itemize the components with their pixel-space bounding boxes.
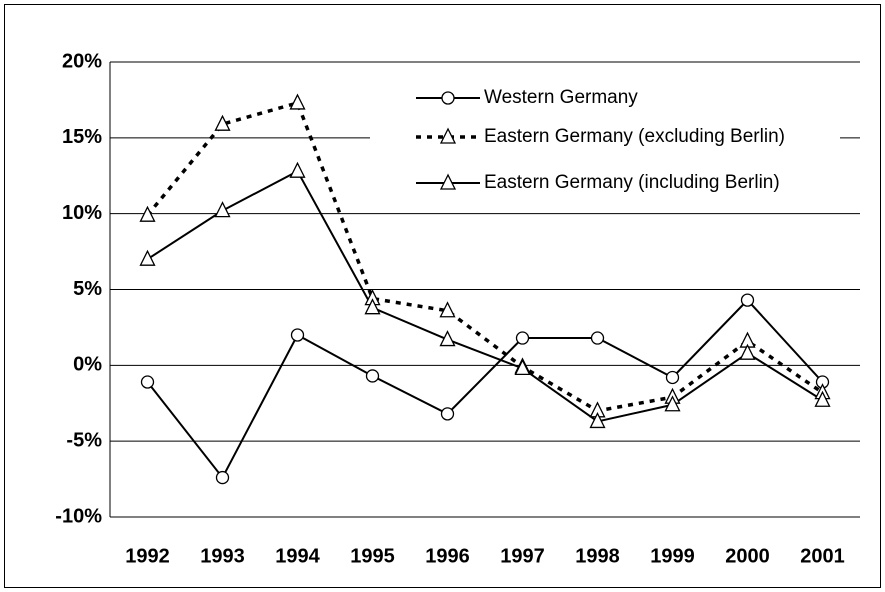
y-tick-label: 5% — [73, 278, 102, 300]
y-tick-label: 20% — [62, 50, 102, 72]
x-tick-label: 1994 — [275, 545, 320, 567]
legend-marker — [441, 91, 455, 105]
data-point — [290, 328, 305, 342]
data-point — [214, 114, 231, 131]
data-point — [590, 331, 605, 345]
series-line — [146, 169, 824, 423]
series-line — [146, 298, 824, 480]
x-tick-label: 1992 — [125, 545, 170, 567]
data-point — [514, 358, 531, 376]
data-point — [215, 470, 230, 485]
data-point — [289, 161, 306, 178]
x-tick-label: 1998 — [575, 545, 620, 567]
legend-marker — [439, 173, 457, 190]
x-tick-label: 1996 — [425, 545, 470, 567]
data-point — [440, 407, 455, 421]
y-tick-label: 10% — [62, 202, 102, 224]
x-tick-label: 1997 — [500, 545, 545, 567]
series-line — [146, 100, 824, 413]
data-point — [139, 205, 156, 222]
data-point — [814, 390, 831, 407]
legend-label: Eastern Germany (including Berlin) — [484, 172, 780, 193]
y-tick-label: 15% — [62, 126, 102, 148]
y-tick-label: -10% — [55, 505, 102, 527]
data-point — [740, 293, 755, 307]
data-point — [665, 370, 680, 385]
data-point — [364, 298, 381, 315]
data-point — [365, 369, 380, 383]
data-point — [589, 411, 606, 429]
legend-marker — [439, 127, 457, 144]
y-tick-label: 0% — [73, 354, 102, 376]
x-tick-label: 1999 — [650, 545, 695, 567]
x-tick-label: 1993 — [200, 545, 245, 567]
x-tick-label: 2001 — [800, 545, 845, 567]
data-point — [439, 301, 456, 318]
x-tick-label: 1995 — [350, 545, 395, 567]
legend-label: Western Germany — [484, 87, 638, 108]
data-point — [289, 93, 306, 110]
x-tick-label: 2000 — [725, 545, 770, 567]
data-point — [664, 395, 681, 412]
data-point — [139, 249, 156, 266]
data-point — [739, 343, 756, 360]
data-point — [439, 330, 456, 347]
legend-label: Eastern Germany (excluding Berlin) — [484, 126, 785, 147]
data-point — [140, 375, 155, 389]
data-point — [515, 331, 530, 345]
data-point — [214, 201, 231, 218]
y-tick-label: -5% — [66, 429, 102, 451]
